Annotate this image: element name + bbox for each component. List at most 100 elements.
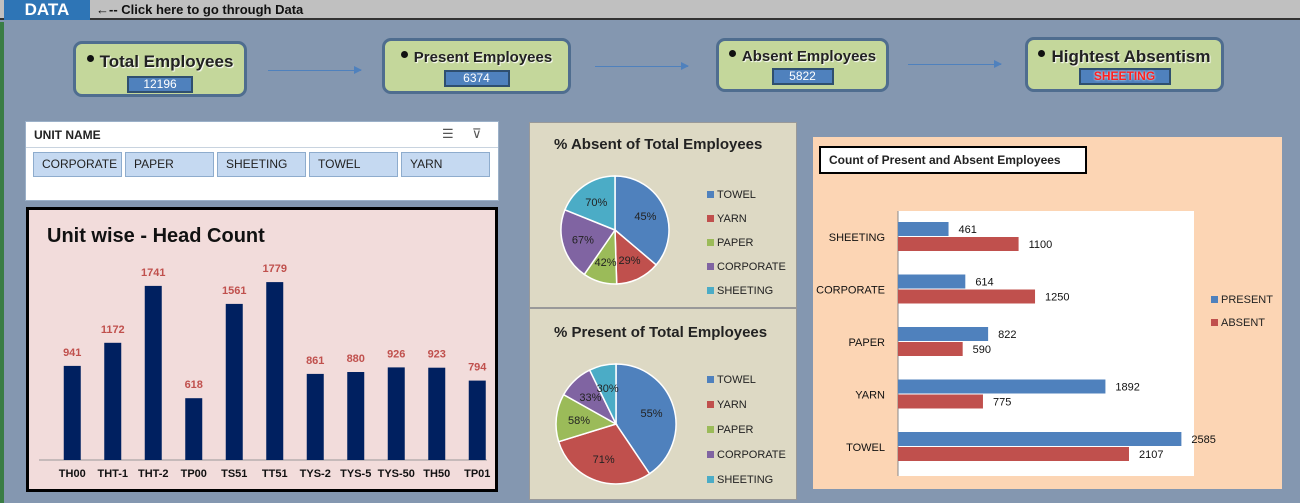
absent-pie-percent-label: 29% [619, 255, 641, 267]
head-count-bar [306, 373, 324, 460]
bar-value-label: 1741 [141, 267, 165, 279]
absent-employees-value: 5822 [771, 68, 834, 85]
head-count-bar [347, 372, 365, 460]
bar-value-label: 1172 [101, 324, 125, 336]
total-employees-value: 12196 [127, 76, 193, 93]
highest-absentism-label: Hightest Absentism [1051, 47, 1211, 66]
present-pie-legend-swatch [707, 376, 714, 383]
bar-value-label: 822 [998, 329, 1016, 341]
flow-arrow [268, 66, 362, 74]
present-pie-percent-label: 55% [641, 408, 663, 420]
absent-pie-legend-swatch [707, 191, 714, 198]
bar-value-label: 1100 [1029, 239, 1053, 251]
y-tick-label: YARN [855, 390, 885, 402]
y-tick-label: CORPORATE [816, 285, 885, 297]
bar-value-label: 590 [973, 344, 991, 356]
present-pie-slice [615, 363, 677, 475]
present-pie-legend-label: TOWEL [717, 374, 756, 386]
present-pie-legend-swatch [707, 401, 714, 408]
slicer-item-towel[interactable]: TOWEL [309, 152, 398, 177]
present-absent-bar [898, 447, 1129, 461]
present-pie-legend-label: PAPER [717, 424, 754, 436]
head-count-bar [387, 367, 405, 460]
absent-pie-percent-label: 70% [585, 197, 607, 209]
data-hint-text: ←-- Click here to go through Data [96, 2, 304, 17]
bar-value-label: 794 [468, 362, 487, 374]
present-pie-percent-label: 30% [597, 383, 619, 395]
total-employees-card: Total Employees 12196 [73, 41, 247, 97]
absent-pie-legend-swatch [707, 215, 714, 222]
bar-value-label: 1561 [222, 285, 246, 297]
absent-pie-legend-swatch [707, 287, 714, 294]
absent-pie-slice [560, 208, 617, 276]
absent-pie-panel: % Absent of Total Employees 45% 29% 42% 67%… [529, 122, 797, 308]
x-tick-label: TYS-2 [300, 468, 331, 480]
x-tick-label: TT51 [262, 468, 288, 480]
absent-pie-title: % Absent of Total Employees [554, 136, 763, 153]
bullet-icon [1038, 50, 1046, 58]
present-absent-bar [898, 379, 1106, 394]
absent-pie-svg: 45% 29%42%67% 70% TOWEL YARN PAPER CORPORATE SH… [560, 175, 786, 297]
present-pie-legend-label: SHEETING [717, 474, 773, 486]
bar-value-label: 923 [428, 349, 446, 361]
present-absent-bar [898, 394, 983, 409]
x-tick-label: TP00 [181, 468, 207, 480]
present-pie-legend-swatch [707, 426, 714, 433]
slicer-title: UNIT NAME [34, 128, 101, 142]
head-count-bar [144, 285, 162, 460]
present-pie-slice [588, 363, 617, 425]
unit-name-slicer: UNIT NAME ☰ ⊽ CORPORATE PAPER SHEETING T… [25, 121, 499, 201]
head-count-svg: Unit wise - Head Count 941 TH00 1172 THT-1 1… [39, 225, 490, 480]
bar-value-label: 926 [387, 348, 405, 360]
x-tick-label: TH50 [423, 468, 450, 480]
present-pie-percent-label: 71% [593, 454, 615, 466]
absent-pie-legend-label: SHEETING [717, 285, 773, 297]
slicer-item-sheeting[interactable]: SHEETING [217, 152, 306, 177]
x-tick-label: THT-2 [138, 468, 169, 480]
slicer-item-corporate[interactable]: CORPORATE [33, 152, 122, 177]
x-tick-label: TP01 [464, 468, 490, 480]
present-employees-value: 6374 [443, 70, 510, 87]
present-absent-title: Count of Present and Absent Employees [819, 146, 1087, 174]
x-tick-label: TYS-50 [378, 468, 415, 480]
legend-label: ABSENT [1221, 317, 1265, 329]
present-absent-bar [898, 327, 989, 341]
absent-pie-slice [614, 175, 670, 266]
legend-label: PRESENT [1221, 294, 1273, 306]
absent-pie-percent-label: 67% [572, 235, 594, 247]
slicer-item-paper[interactable]: PAPER [125, 152, 214, 177]
clear-filter-icon[interactable]: ⊽ [472, 126, 482, 141]
bar-value-label: 461 [959, 224, 977, 236]
head-count-bar [266, 282, 284, 460]
flow-arrow [908, 60, 1002, 68]
present-absent-bar [898, 222, 949, 236]
present-pie-percent-label: 58% [568, 415, 590, 427]
bullet-icon [86, 55, 94, 63]
y-tick-label: SHEETING [829, 232, 885, 244]
bar-value-label: 618 [185, 379, 203, 391]
top-bar: DATA ←-- Click here to go through Data [0, 0, 1300, 20]
head-count-bar [104, 342, 122, 460]
present-absent-bar [898, 289, 1036, 304]
data-button[interactable]: DATA [4, 0, 90, 20]
head-count-bar [428, 367, 446, 460]
bar-value-label: 775 [993, 397, 1011, 409]
slicer-item-yarn[interactable]: YARN [401, 152, 490, 177]
present-absent-chart: Count of Present and Absent Employees 46… [813, 137, 1282, 489]
bullet-icon [400, 50, 408, 58]
head-count-bar [468, 380, 486, 460]
absent-pie-legend-swatch [707, 263, 714, 270]
absent-employees-label: Absent Employees [741, 48, 877, 65]
highest-absentism-card: Hightest Absentism SHEETING [1025, 37, 1224, 92]
multi-select-icon[interactable]: ☰ [442, 126, 454, 141]
slicer-divider [26, 147, 498, 148]
y-tick-label: TOWEL [846, 442, 885, 454]
x-tick-label: TYS-5 [340, 468, 371, 480]
y-tick-label: PAPER [849, 337, 886, 349]
bar-value-label: 1250 [1045, 292, 1069, 304]
bar-value-label: 1779 [263, 263, 287, 275]
bar-value-label: 1892 [1115, 382, 1139, 394]
absent-employees-card: Absent Employees 5822 [716, 38, 889, 92]
present-employees-card: Present Employees 6374 [382, 38, 571, 94]
x-tick-label: TS51 [221, 468, 247, 480]
